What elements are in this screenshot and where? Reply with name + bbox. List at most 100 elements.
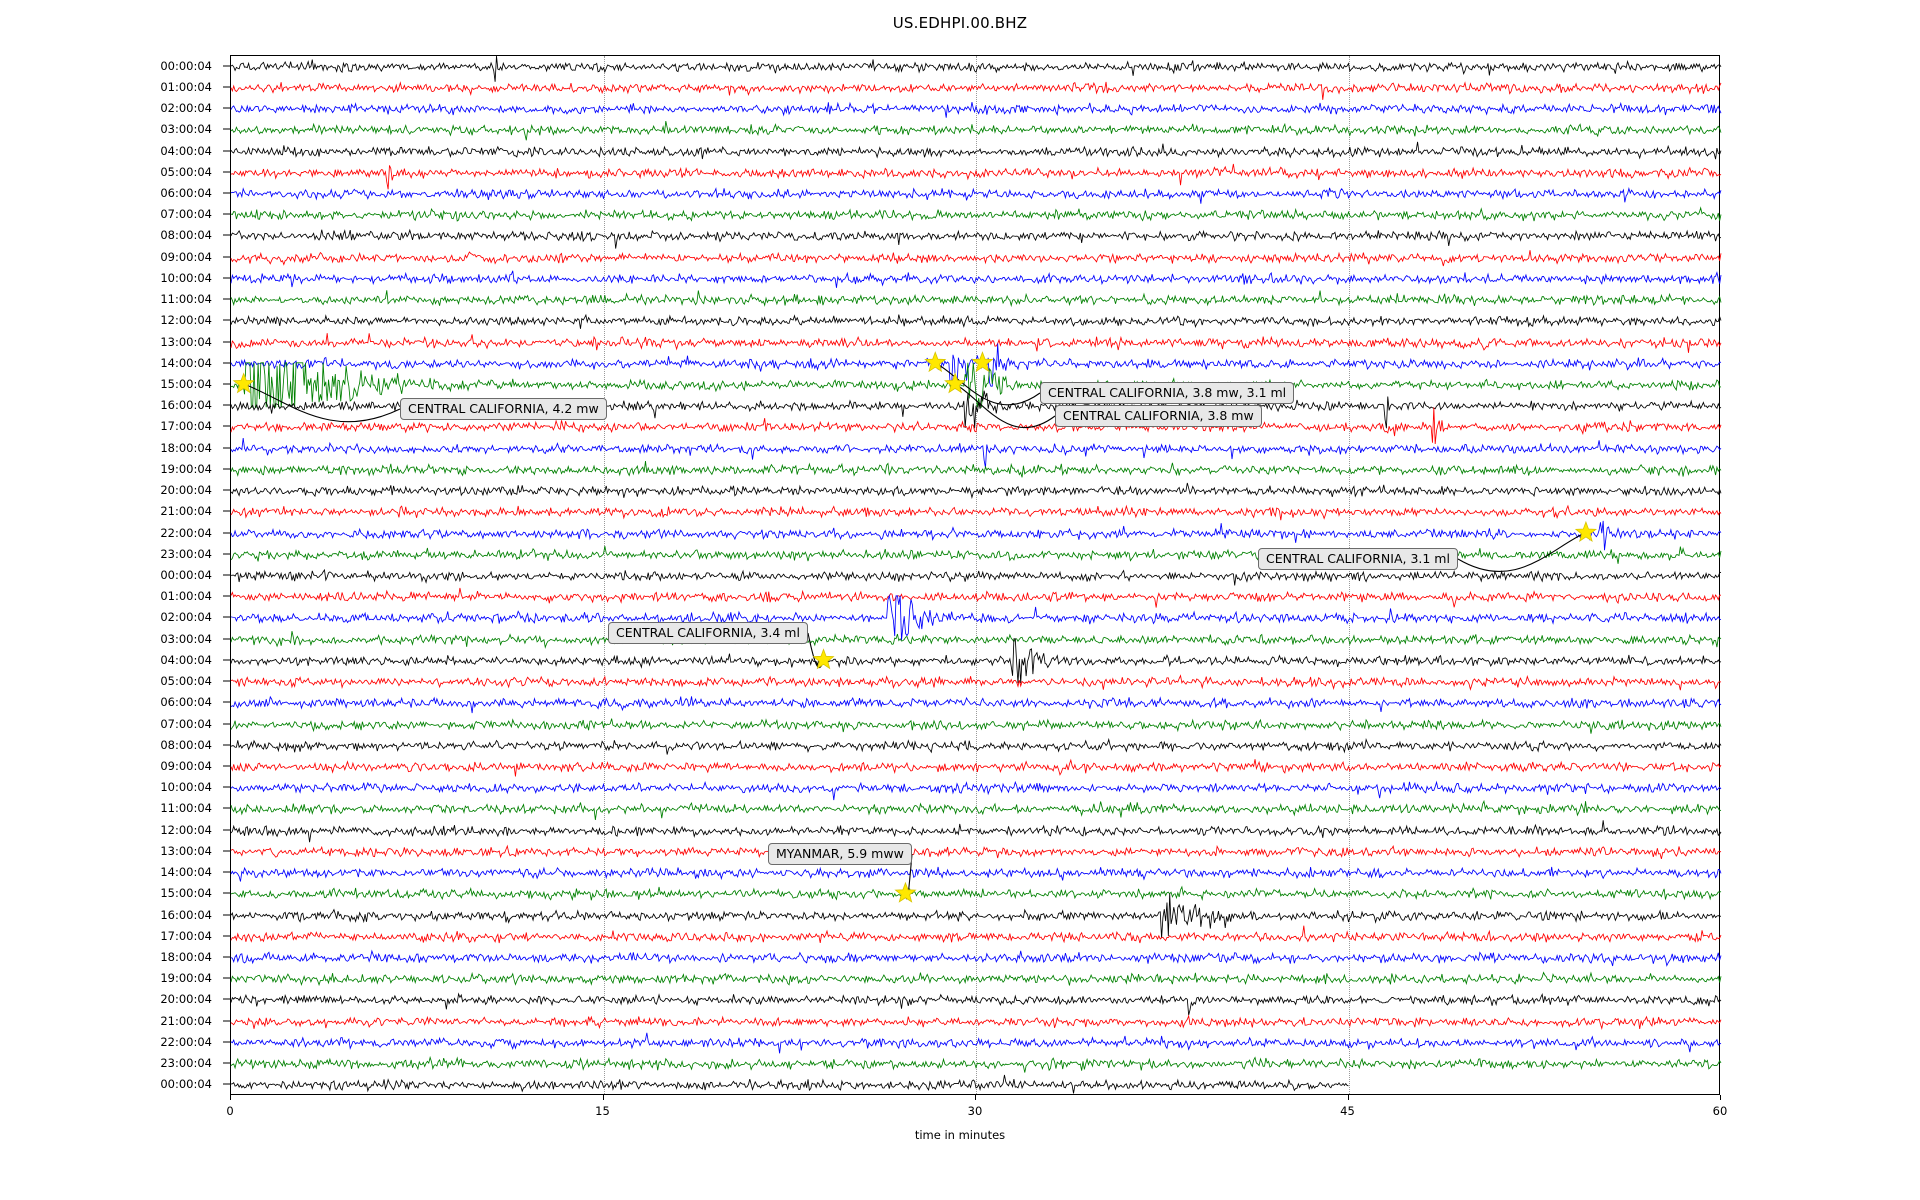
y-axis-tick-label: 20:00:04	[160, 483, 212, 498]
seismogram-trace-row	[231, 808, 1721, 854]
seismogram-trace-row	[231, 956, 1721, 1002]
x-axis-title: time in minutes	[914, 1128, 1006, 1142]
y-axis-tick-label: 20:00:04	[160, 992, 212, 1007]
seismogram-trace-row	[231, 277, 1721, 323]
y-axis-tick-mark	[223, 998, 230, 1000]
seismogram-trace-row	[231, 914, 1721, 960]
seismogram-trace-row	[231, 150, 1721, 196]
y-axis-tick-mark	[223, 1062, 230, 1064]
y-axis-tick-label: 01:00:04	[160, 79, 212, 94]
y-axis-tick-label: 22:00:04	[160, 1034, 212, 1049]
y-axis-tick-mark	[223, 298, 230, 300]
y-axis-tick-label: 06:00:04	[160, 695, 212, 710]
event-annotation-label[interactable]: CENTRAL CALIFORNIA, 3.8 mw	[1055, 405, 1262, 428]
y-axis-tick-label: 03:00:04	[160, 631, 212, 646]
seismogram-trace-row	[231, 404, 1721, 450]
y-axis-tick-label: 13:00:04	[160, 334, 212, 349]
y-axis-tick-mark	[223, 383, 230, 385]
seismogram-trace-row	[231, 44, 1721, 90]
event-annotation-label[interactable]: CENTRAL CALIFORNIA, 3.4 ml	[608, 622, 808, 645]
y-axis-tick-label: 19:00:04	[160, 461, 212, 476]
x-axis-tick-label: 15	[595, 1104, 610, 1118]
seismogram-trace-row	[231, 192, 1721, 238]
y-axis-tick-mark	[223, 510, 230, 512]
y-axis-tick-label: 11:00:04	[160, 801, 212, 816]
x-axis-tick-mark	[1347, 1095, 1349, 1100]
y-axis-tick-mark	[223, 638, 230, 640]
x-axis-tick-mark	[1720, 1095, 1721, 1100]
x-axis-tick-label: 0	[226, 1104, 234, 1118]
y-axis-tick-label: 07:00:04	[160, 716, 212, 731]
y-axis-tick-label: 05:00:04	[160, 674, 212, 689]
y-axis-tick-label: 21:00:04	[160, 504, 212, 519]
y-axis-tick-label: 12:00:04	[160, 313, 212, 328]
seismogram-trace-row	[231, 65, 1721, 111]
y-axis-tick-label: 06:00:04	[160, 185, 212, 200]
seismogram-trace-row	[231, 1041, 1721, 1087]
seismogram-trace-row	[231, 744, 1721, 790]
y-axis-tick-mark	[223, 171, 230, 173]
x-axis-tick-mark	[975, 1095, 976, 1100]
y-axis-tick-mark	[223, 468, 230, 470]
seismogram-trace-row	[231, 595, 1721, 641]
y-axis-tick-mark	[223, 341, 230, 343]
y-axis-tick-label: 11:00:04	[160, 292, 212, 307]
y-axis-tick-label: 04:00:04	[160, 652, 212, 667]
y-axis-tick-label: 16:00:04	[160, 907, 212, 922]
y-axis-tick-label: 23:00:04	[160, 546, 212, 561]
seismogram-trace-row	[231, 871, 1721, 917]
y-axis-tick-mark	[223, 1020, 230, 1022]
x-axis-tick-label: 60	[1712, 1104, 1728, 1118]
page-title: US.EDHPI.00.BHZ	[892, 14, 1028, 32]
y-axis-tick-label: 08:00:04	[160, 737, 212, 752]
seismogram-trace-row	[231, 86, 1721, 132]
y-axis-tick-label: 19:00:04	[160, 971, 212, 986]
y-axis-tick-mark	[223, 1041, 230, 1043]
seismogram-trace-row	[231, 935, 1721, 981]
y-axis-tick-label: 09:00:04	[160, 249, 212, 264]
y-axis-tick-mark	[223, 107, 230, 109]
seismogram-trace-row	[231, 468, 1721, 514]
y-axis-tick-mark	[223, 425, 230, 427]
y-axis-tick-mark	[223, 977, 230, 979]
gridline-vertical	[976, 56, 977, 1094]
event-annotation-label[interactable]: MYANMAR, 5.9 mww	[768, 843, 912, 866]
y-axis-tick-label: 08:00:04	[160, 228, 212, 243]
y-axis-tick-mark	[223, 574, 230, 576]
y-axis-tick-mark	[223, 914, 230, 916]
seismogram-trace-row	[231, 659, 1721, 705]
x-axis-tick-label: 30	[967, 1104, 983, 1118]
event-annotation-label[interactable]: CENTRAL CALIFORNIA, 3.1 ml	[1258, 548, 1458, 571]
event-annotation-label[interactable]: CENTRAL CALIFORNIA, 4.2 mw	[400, 398, 607, 421]
y-axis-tick-label: 07:00:04	[160, 207, 212, 222]
y-axis-tick-mark	[223, 319, 230, 321]
y-axis-tick-label: 21:00:04	[160, 1013, 212, 1028]
seismogram-trace-row	[231, 574, 1721, 620]
y-axis-tick-label: 15:00:04	[160, 886, 212, 901]
y-axis-tick-label: 14:00:04	[160, 865, 212, 880]
seismogram-trace-row	[231, 893, 1721, 939]
event-annotation-label[interactable]: CENTRAL CALIFORNIA, 3.8 mw, 3.1 ml	[1040, 382, 1295, 405]
seismogram-trace-row	[231, 426, 1721, 472]
y-axis-tick-label: 12:00:04	[160, 822, 212, 837]
y-axis-tick-label: 00:00:04	[160, 58, 212, 73]
seismogram-trace-row	[231, 171, 1721, 217]
y-axis-tick-mark	[223, 489, 230, 491]
y-axis-tick-mark	[223, 850, 230, 852]
y-axis-tick-label: 17:00:04	[160, 928, 212, 943]
seismogram-trace-row	[231, 129, 1721, 175]
y-axis-tick-mark	[223, 680, 230, 682]
y-axis-tick-mark	[223, 234, 230, 236]
y-axis-tick-label: 02:00:04	[160, 101, 212, 116]
y-axis-tick-mark	[223, 1083, 230, 1085]
y-axis-tick-label: 15:00:04	[160, 376, 212, 391]
plot-area	[230, 55, 1720, 1095]
y-axis-tick-mark	[223, 744, 230, 746]
x-axis-tick-label: 45	[1340, 1104, 1355, 1118]
seismogram-trace-row	[231, 850, 1721, 896]
seismogram-trace-row	[231, 553, 1721, 599]
y-axis-tick-label: 14:00:04	[160, 355, 212, 370]
y-axis-tick-mark	[223, 595, 230, 597]
y-axis-tick-label: 03:00:04	[160, 122, 212, 137]
y-axis-tick-mark	[223, 701, 230, 703]
